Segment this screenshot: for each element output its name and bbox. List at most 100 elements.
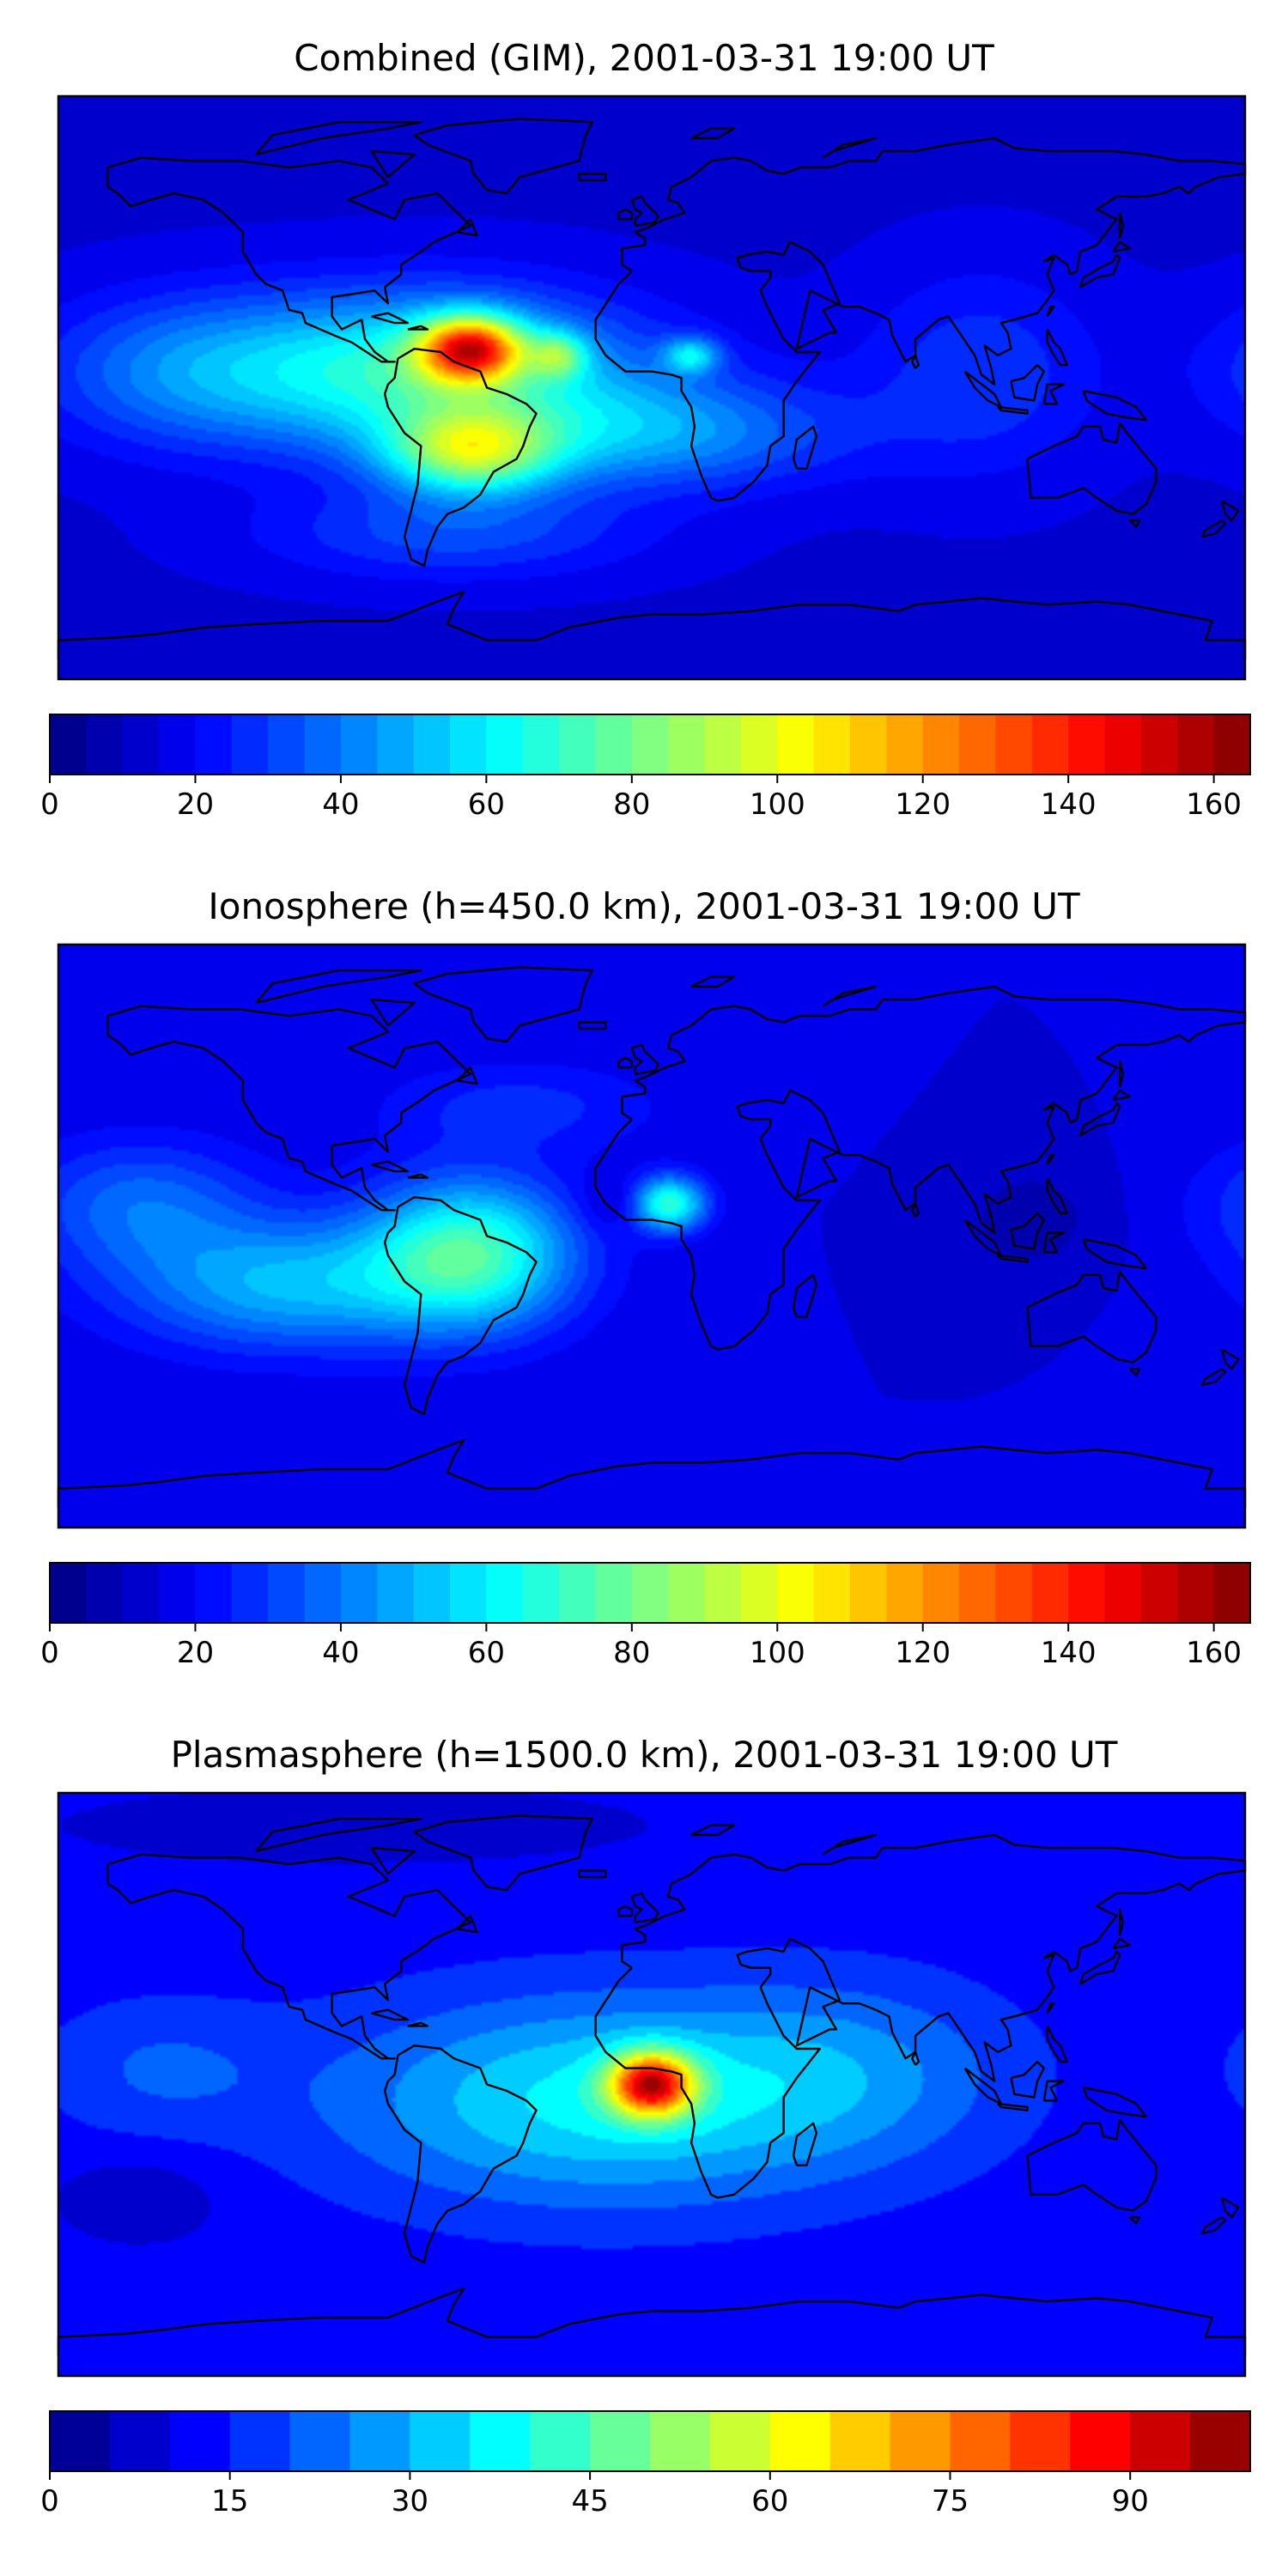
colorbar-segment bbox=[486, 714, 524, 775]
colorbar-segment bbox=[590, 2411, 651, 2471]
colorbar-tick-label: 60 bbox=[751, 2484, 788, 2518]
colorbar-segment bbox=[1031, 714, 1069, 775]
coastline-novaya-zemlya bbox=[822, 985, 878, 1007]
colorbar-segment bbox=[289, 2411, 351, 2471]
colorbar-segment bbox=[886, 714, 924, 775]
colorbar-segment bbox=[195, 714, 233, 775]
colorbar-segment bbox=[995, 1563, 1033, 1623]
coastline-great-britain bbox=[630, 1043, 659, 1076]
colorbar-segment bbox=[268, 714, 306, 775]
coastline-tasmania bbox=[1128, 2216, 1141, 2225]
colorbar-tick-label: 100 bbox=[750, 787, 805, 822]
coastline-madagascar bbox=[792, 1273, 818, 1318]
colorbar-segment bbox=[410, 2411, 471, 2471]
colorbar-segment bbox=[1068, 714, 1106, 775]
coastline-sri-lanka bbox=[911, 2050, 920, 2066]
colorbar-segment bbox=[995, 714, 1033, 775]
colorbar-segment bbox=[1010, 2411, 1071, 2471]
colorbar-segment bbox=[1177, 714, 1215, 775]
coastline-south-america bbox=[383, 1196, 538, 1416]
coastline-sakhalin bbox=[1118, 1060, 1125, 1088]
coastline-greenland bbox=[413, 966, 594, 1043]
coastline-japan bbox=[1078, 1102, 1121, 1137]
colorbar-segment bbox=[522, 1563, 560, 1623]
colorbar-segment bbox=[159, 714, 197, 775]
colorbar-segment bbox=[813, 1563, 851, 1623]
colorbar-segment bbox=[704, 1563, 742, 1623]
contour-field bbox=[58, 96, 1245, 679]
colorbar-tick-label: 15 bbox=[211, 2484, 248, 2518]
coastline-greenland bbox=[413, 1814, 594, 1892]
coastline-philippines bbox=[1046, 1177, 1068, 1215]
coastline-java bbox=[997, 2102, 1029, 2111]
coastline-svalbard bbox=[690, 975, 736, 988]
colorbar-segment bbox=[450, 714, 487, 775]
coastlines bbox=[57, 966, 1247, 1509]
coastline-new-guinea bbox=[1082, 1238, 1148, 1270]
colorbar-segment bbox=[850, 714, 887, 775]
map bbox=[57, 94, 1247, 681]
colorbar-tick-label: 90 bbox=[1112, 2484, 1149, 2518]
colorbar-segment bbox=[522, 714, 560, 775]
map-frame bbox=[57, 94, 1247, 681]
coastline-greenland bbox=[413, 118, 594, 195]
colorbar-segment bbox=[922, 1563, 960, 1623]
colorbar-tick-label: 160 bbox=[1186, 787, 1242, 822]
coastline-tasmania bbox=[1128, 1368, 1141, 1376]
colorbar-frame bbox=[49, 1562, 1251, 1624]
coastline-arctic-islands bbox=[255, 1818, 422, 1853]
colorbar-segment bbox=[159, 1563, 197, 1623]
coastline-sakhalin bbox=[1118, 1908, 1125, 1936]
colorbar-segment bbox=[631, 1563, 669, 1623]
colorbar-tick-label: 80 bbox=[613, 1636, 650, 1670]
coastline-antarctica bbox=[57, 590, 1247, 660]
coastline-ireland bbox=[617, 1905, 634, 1917]
coastline-afro-eurasia bbox=[594, 1833, 1247, 2199]
colorbar-segment bbox=[1068, 1563, 1106, 1623]
colorbar-segment bbox=[890, 2411, 951, 2471]
colorbar-segment bbox=[777, 1563, 815, 1623]
panel-title: Ionosphere (h=450.0 km), 2001-03-31 19:0… bbox=[208, 885, 1080, 927]
coastline-philippines bbox=[1046, 329, 1068, 367]
colorbar-segment bbox=[650, 2411, 711, 2471]
coastline-new-zealand-south bbox=[1200, 519, 1227, 538]
coastline-borneo bbox=[1010, 1212, 1046, 1250]
coastline-australia bbox=[1026, 2118, 1157, 2212]
colorbar-segment bbox=[349, 2411, 410, 2471]
contour-field bbox=[58, 945, 1245, 1528]
coastline-cuba bbox=[371, 2008, 410, 2021]
coastline-hispaniola bbox=[407, 325, 429, 331]
coastline-new-zealand-south bbox=[1200, 1368, 1227, 1387]
coastline-north-america bbox=[106, 1005, 472, 1212]
colorbar-tick-label: 30 bbox=[392, 2484, 428, 2518]
coastline-antarctica bbox=[57, 1438, 1247, 1509]
colorbar-segment bbox=[377, 1563, 415, 1623]
coastline-baffin-island bbox=[370, 149, 416, 179]
colorbar-segment bbox=[850, 1563, 887, 1623]
colorbar-tick-label: 80 bbox=[613, 787, 650, 822]
coastline-new-zealand-south bbox=[1200, 2216, 1227, 2235]
coastline-novaya-zemlya bbox=[822, 1833, 878, 1856]
colorbar-segments bbox=[50, 2411, 1251, 2471]
panel-plasmasphere: Plasmasphere (h=1500.0 km), 2001-03-31 1… bbox=[40, 1734, 1251, 2518]
contour-field bbox=[58, 1793, 1245, 2376]
coastline-sulawesi bbox=[1042, 383, 1066, 405]
coastline-sri-lanka bbox=[911, 354, 920, 369]
coastline-novaya-zemlya bbox=[822, 137, 878, 159]
colorbar-segment bbox=[268, 1563, 306, 1623]
coastline-hokkaido bbox=[1112, 1937, 1131, 1950]
coastline-afro-eurasia bbox=[594, 985, 1247, 1351]
colorbar-segment bbox=[668, 714, 706, 775]
colorbar-segment bbox=[231, 1563, 269, 1623]
coastline-hispaniola bbox=[407, 2021, 429, 2027]
colorbar-tick-label: 140 bbox=[1041, 787, 1097, 822]
coastline-great-britain bbox=[630, 1892, 659, 1924]
colorbar-segment bbox=[704, 714, 742, 775]
coastline-baffin-island bbox=[370, 998, 416, 1027]
colorbar-segment bbox=[486, 1563, 524, 1623]
coastline-madagascar bbox=[792, 2122, 818, 2166]
coastline-iceland bbox=[578, 1869, 607, 1879]
coastline-taiwan bbox=[1046, 1153, 1055, 1166]
panel-title: Combined (GIM), 2001-03-31 19:00 UT bbox=[294, 37, 994, 79]
colorbar-segment bbox=[595, 1563, 633, 1623]
